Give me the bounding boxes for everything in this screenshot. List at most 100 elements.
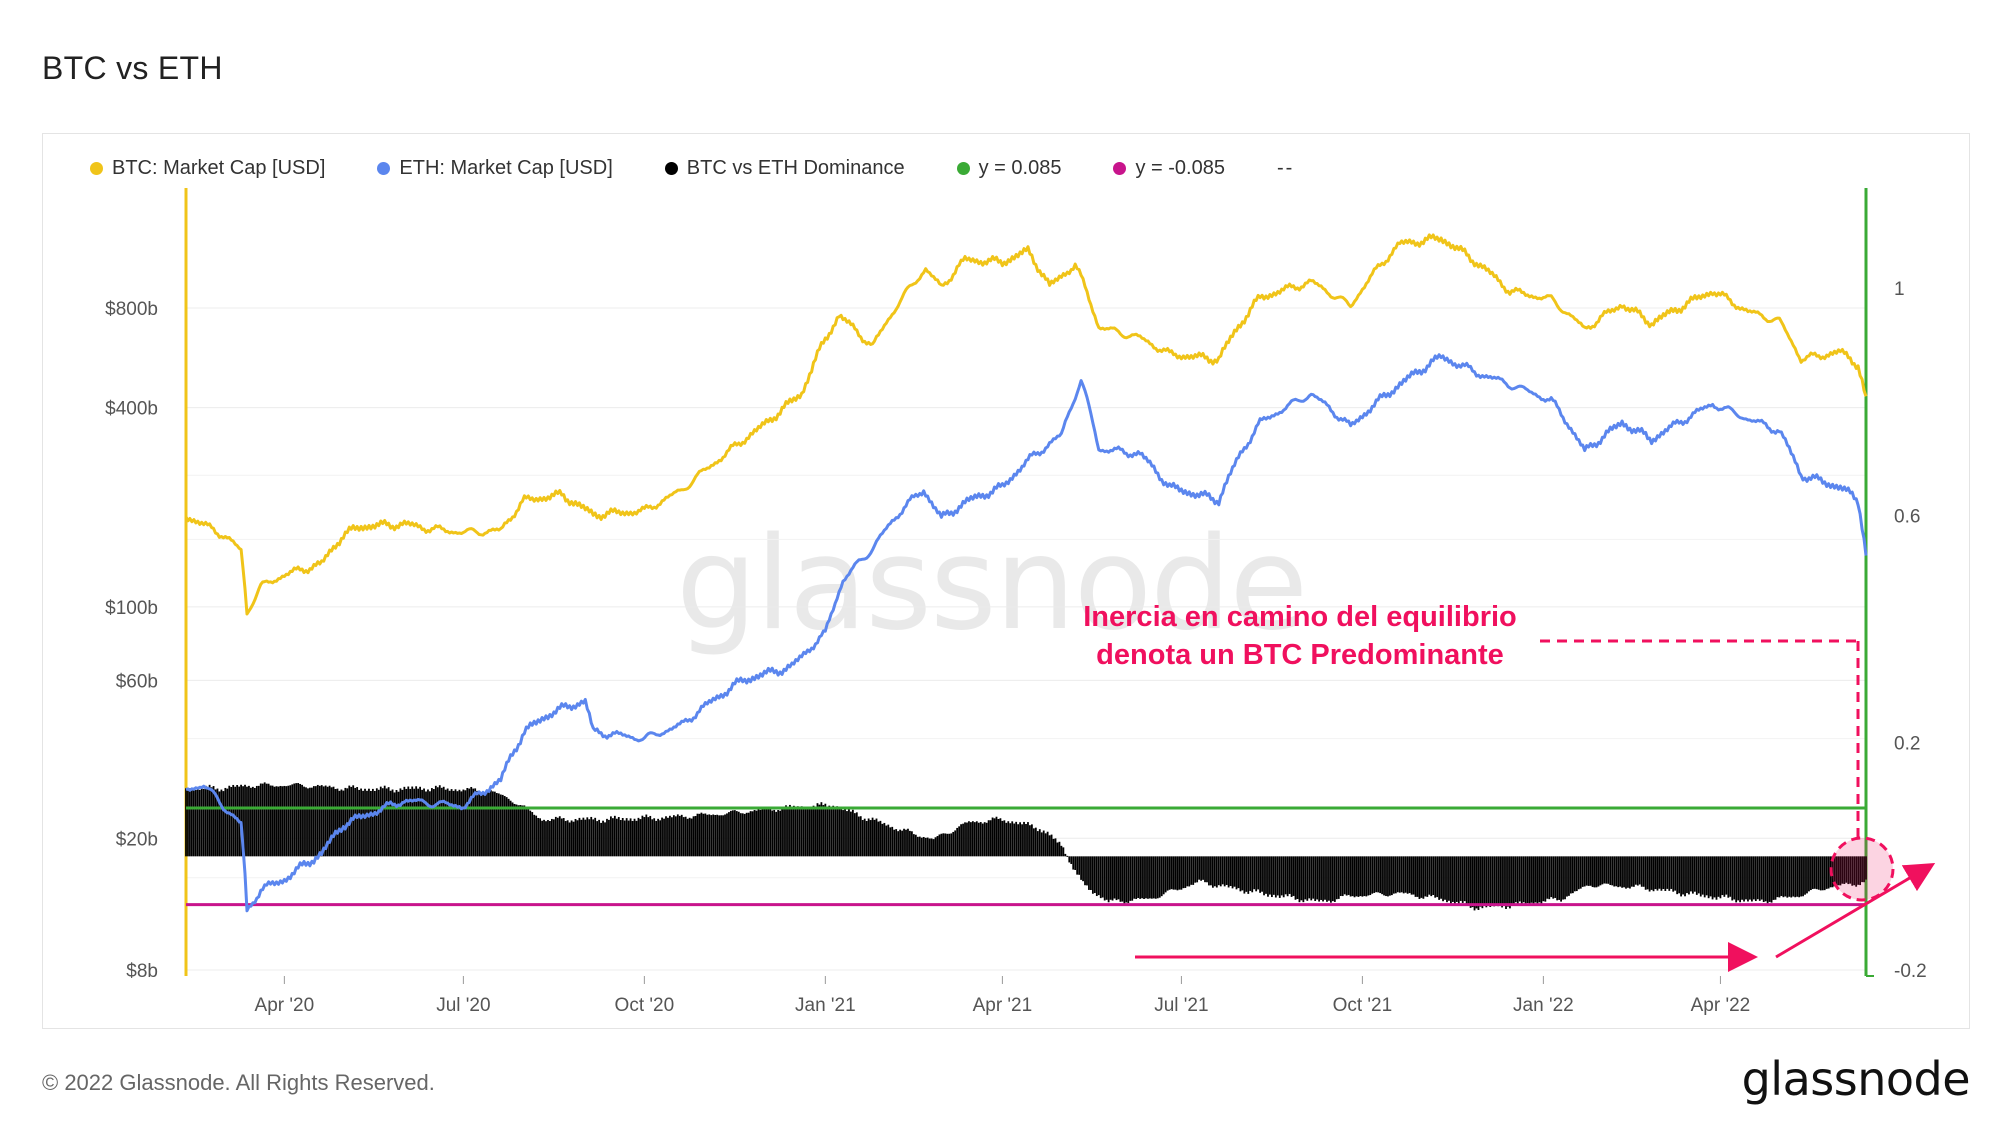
dominance-bar (1451, 856, 1454, 902)
dominance-bar (1121, 856, 1124, 902)
dominance-bar (914, 834, 917, 857)
dominance-bar (1855, 856, 1858, 887)
dominance-bar (643, 817, 646, 857)
dominance-bar (981, 823, 984, 857)
dominance-bar (316, 784, 319, 857)
dominance-bar (1009, 823, 1012, 857)
dominance-bar (1294, 856, 1297, 900)
dominance-bar (1491, 856, 1494, 905)
legend-item-lower-threshold[interactable]: y = -0.085 (1113, 157, 1225, 180)
dominance-bar (1544, 856, 1547, 902)
x-tick-label: Jan '22 (1513, 995, 1574, 1016)
dominance-bar (1534, 856, 1537, 903)
dominance-bar (267, 783, 270, 857)
dominance-bar (515, 804, 518, 857)
dominance-bar (651, 819, 654, 857)
dominance-bar (741, 813, 744, 857)
dominance-bar (1314, 856, 1317, 902)
legend-item-dashed[interactable]: -- (1277, 157, 1294, 180)
dominance-bar (816, 803, 819, 857)
dominance-bar (578, 817, 581, 857)
dominance-bar (851, 809, 854, 857)
dominance-bar (688, 817, 691, 857)
dominance-bar (1501, 856, 1503, 908)
dominance-bar (962, 823, 964, 857)
dominance-bar (1715, 856, 1718, 900)
dominance-bar (1566, 856, 1568, 897)
dominance-bar (1269, 856, 1271, 895)
dominance-bar (1074, 856, 1077, 870)
annotation-line-2: denota un BTC Predominante (1096, 639, 1504, 671)
dominance-bar (458, 789, 461, 857)
dominance-bar (1764, 856, 1767, 902)
dominance-bar (1180, 856, 1183, 890)
dominance-bar (287, 785, 290, 857)
dominance-bar (558, 816, 561, 857)
dominance-bar (718, 815, 721, 857)
dominance-bar (322, 786, 325, 857)
dominance-bar (659, 820, 661, 857)
x-tick-label: Apr '21 (973, 995, 1033, 1016)
dominance-bar (1646, 856, 1649, 890)
dominance-bar (1552, 856, 1555, 899)
dominance-bar (224, 787, 227, 857)
dominance-bar (552, 819, 555, 857)
dominance-bar (1206, 856, 1208, 883)
dominance-bar (859, 816, 862, 857)
dominance-bar (1520, 856, 1523, 904)
dominance-bar (1331, 856, 1334, 902)
dominance-bar (1817, 856, 1820, 890)
dominance-bar (242, 786, 244, 857)
legend-item-upper-threshold[interactable]: y = 0.085 (956, 157, 1061, 180)
dominance-bar (1204, 856, 1206, 883)
dominance-bar (1670, 856, 1673, 889)
dominance-bar (1568, 856, 1570, 896)
dominance-bar (1286, 856, 1289, 897)
dominance-bar (796, 806, 799, 857)
dominance-bar (1046, 831, 1049, 857)
dominance-bar (602, 820, 604, 857)
dominance-bar (739, 813, 742, 857)
dominance-bar (1682, 856, 1684, 895)
legend-item-eth-market-cap[interactable]: ETH: Market Cap [USD] (377, 157, 613, 180)
dominance-bar (269, 785, 272, 857)
legend-item-btc-market-cap[interactable]: BTC: Market Cap [USD] (90, 157, 325, 180)
dominance-bar (356, 787, 359, 857)
legend-dot-icon (664, 161, 678, 175)
dominance-bar (885, 825, 888, 857)
dominance-bar (1597, 856, 1600, 887)
dominance-bar (826, 807, 829, 857)
dominance-bar (1147, 856, 1149, 899)
dominance-bar (1400, 856, 1403, 893)
legend-item-dominance[interactable]: BTC vs ETH Dominance (664, 157, 905, 180)
dominance-bar (832, 805, 835, 857)
dominance-bar (1709, 856, 1712, 897)
dominance-bar (454, 789, 457, 857)
dominance-bar (1251, 856, 1254, 893)
dominance-bar (806, 809, 809, 857)
dominance-bar (1487, 856, 1490, 905)
dominance-bar (952, 831, 955, 857)
dominance-bar (1011, 821, 1014, 857)
dominance-bar (204, 785, 207, 857)
dominance-bar (1170, 856, 1173, 890)
dominance-bar (1514, 856, 1517, 903)
dominance-bar (342, 790, 345, 857)
dominance-bar (391, 789, 394, 857)
dominance-bar (692, 816, 695, 857)
dominance-bar (1770, 856, 1773, 903)
chart-legend: BTC: Market Cap [USD] ETH: Market Cap [U… (90, 153, 1346, 183)
dominance-bar (1697, 856, 1700, 894)
dominance-bar (442, 786, 445, 857)
dominance-bar (1418, 856, 1421, 899)
dominance-bar (671, 817, 673, 857)
dominance-bar (820, 802, 823, 857)
dominance-bar (1821, 856, 1824, 891)
dominance-bar (431, 788, 433, 857)
dominance-bar (230, 786, 233, 857)
dominance-bar (836, 806, 839, 857)
dominance-bar (975, 821, 978, 857)
dominance-bar (1137, 856, 1140, 898)
dominance-bar (336, 788, 339, 857)
dominance-bar (1461, 856, 1464, 903)
